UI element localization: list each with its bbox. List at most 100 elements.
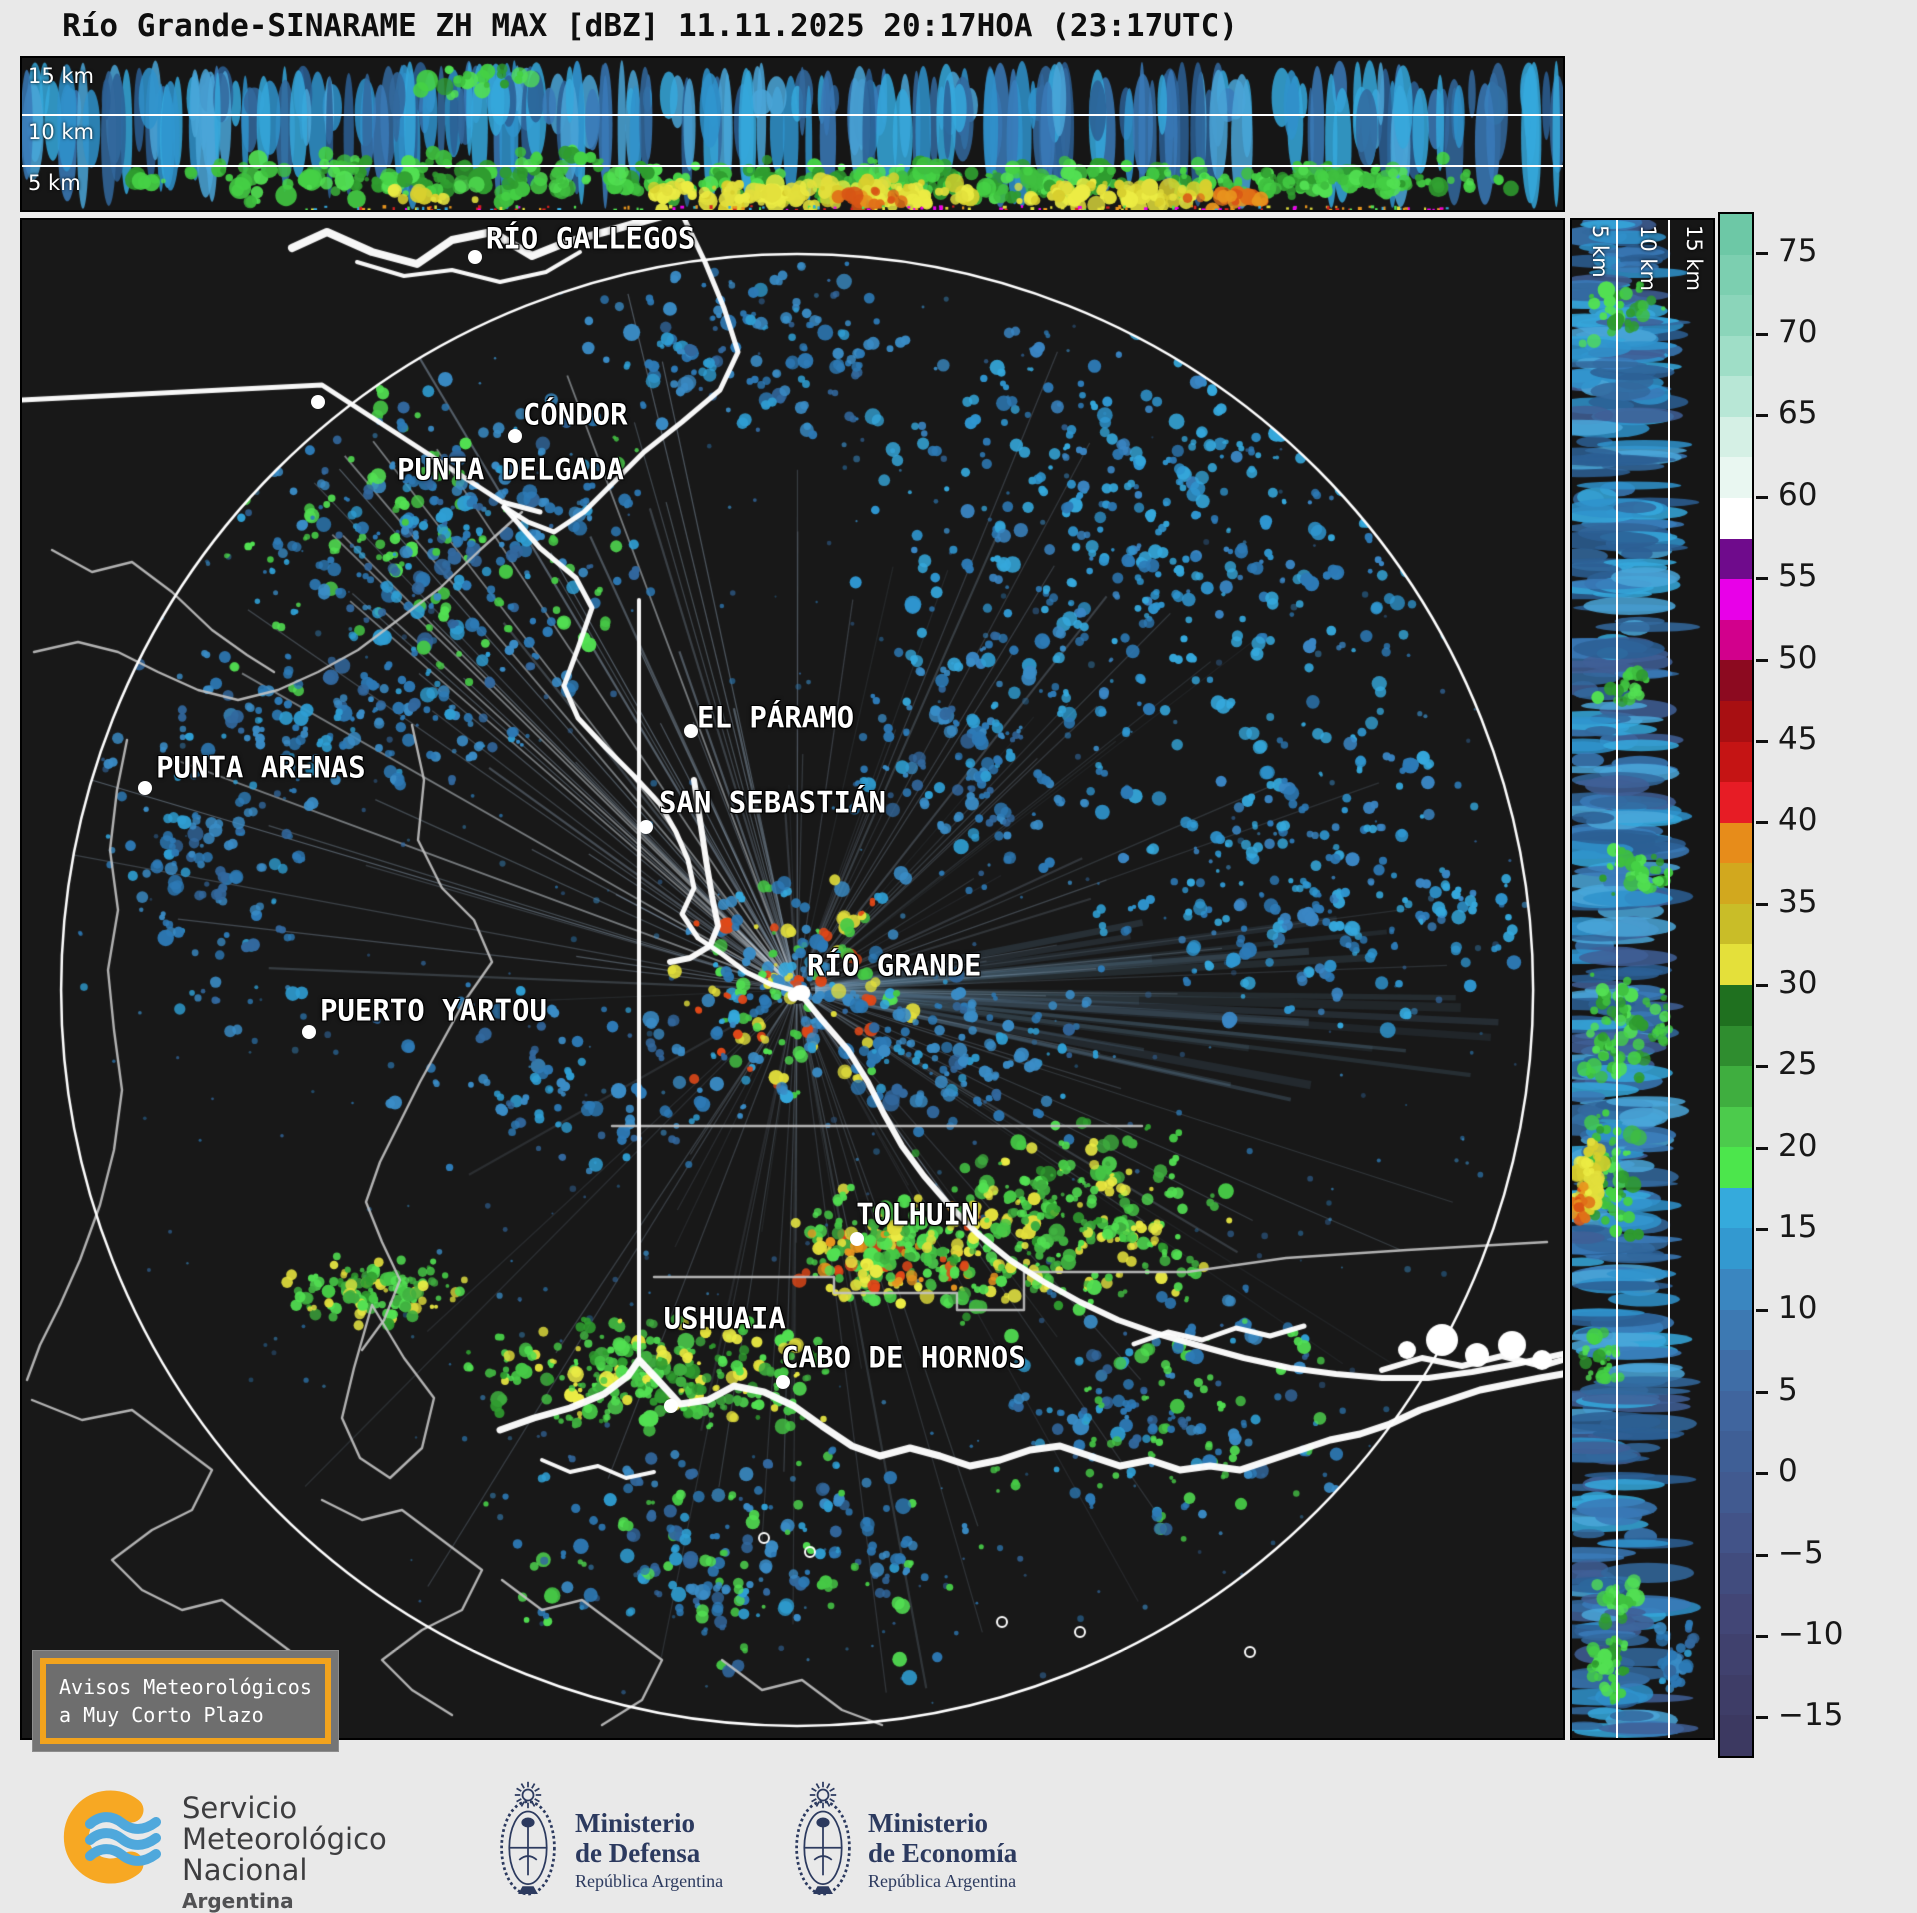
colorbar-segment (1720, 295, 1752, 336)
colorbar-segment (1720, 903, 1752, 945)
colorbar-tick-label: −5 (1778, 1534, 1824, 1571)
side-altitude-label-15km: 15 km (1682, 225, 1706, 292)
altitude-label-15km: 15 km (28, 64, 95, 88)
altitude-label-5km: 5 km (28, 171, 81, 195)
colorbar-segment (1720, 1106, 1752, 1148)
smn-line-2: Meteorológico (182, 1822, 387, 1856)
colorbar-tick-label: 5 (1778, 1372, 1798, 1409)
colorbar-segment (1720, 1390, 1752, 1432)
side-altitude-label-5km: 5 km (1588, 225, 1612, 278)
city-label: RÍO GALLEGOS (485, 221, 696, 256)
warning-line-1: Avisos Meteorológicos (59, 1675, 312, 1699)
colorbar-segment (1720, 619, 1752, 661)
colorbar-tick (1756, 577, 1768, 581)
smn-logo-text: Servicio Meteorológico Nacional Argentin… (182, 1793, 387, 1913)
city-label: RÍO GRANDE (806, 948, 982, 983)
colorbar-segment (1720, 214, 1752, 255)
economia-line-1: Ministerio (868, 1808, 988, 1838)
city-dot (310, 395, 325, 410)
colorbar-tick (1756, 251, 1768, 255)
colorbar-tick-label: 55 (1778, 558, 1818, 595)
colorbar-tick (1756, 333, 1768, 337)
colorbar-tick (1756, 1065, 1768, 1069)
economia-sub: República Argentina (868, 1871, 1017, 1891)
colorbar-segment (1720, 416, 1752, 458)
city-dot (683, 723, 698, 738)
colorbar-segment (1720, 498, 1752, 539)
altitude-line-10km-side (1668, 220, 1670, 1738)
city-label: PUERTO YARTOU (319, 993, 547, 1028)
colorbar-segment (1720, 254, 1752, 296)
colorbar-tick (1756, 902, 1768, 906)
colorbar-tick-label: 65 (1778, 395, 1818, 432)
colorbar-tick (1756, 1472, 1768, 1476)
side-cross-section-panel: 5 km 10 km 15 km (1570, 218, 1715, 1740)
city-dot (138, 781, 153, 796)
colorbar-segment (1720, 1471, 1752, 1513)
colorbar-segment (1720, 1431, 1752, 1472)
colorbar-segment (1720, 1593, 1752, 1635)
colorbar-segment (1720, 782, 1752, 823)
colorbar-tick (1756, 1634, 1768, 1638)
city-label: TOLHUIN (856, 1197, 979, 1232)
colorbar-tick-label: 15 (1778, 1209, 1818, 1246)
colorbar-tick-label: 60 (1778, 476, 1818, 513)
colorbar-tick (1756, 1146, 1768, 1150)
colorbar-segment (1720, 335, 1752, 377)
side-cross-section-canvas (1572, 220, 1713, 1738)
colorbar-tick-label: 75 (1778, 232, 1818, 269)
colorbar-tick-label: 50 (1778, 639, 1818, 676)
defensa-line-2: de Defensa (575, 1838, 701, 1868)
page-title: Río Grande-SINARAME ZH MAX [dBZ] 11.11.2… (62, 8, 1238, 44)
colorbar-tick-label: 70 (1778, 314, 1818, 351)
colorbar-tick (1756, 414, 1768, 418)
short-term-warnings-badge[interactable]: Avisos Meteorológicos a Muy Corto Plazo (32, 1650, 339, 1752)
colorbar-segment (1720, 1350, 1752, 1391)
colorbar-tick-label: 45 (1778, 721, 1818, 758)
colorbar-segment (1720, 1025, 1752, 1067)
colorbar-tick (1756, 739, 1768, 743)
colorbar-segment (1720, 1715, 1752, 1756)
altitude-line-5km (22, 165, 1563, 167)
city-label: PUNTA ARENAS (156, 749, 366, 784)
altitude-line-10km (22, 114, 1563, 116)
smn-line-1: Servicio (182, 1791, 298, 1825)
colorbar-tick-label: 40 (1778, 802, 1818, 839)
colorbar-segment (1720, 660, 1752, 701)
colorbar-tick-label: 0 (1778, 1453, 1798, 1490)
city-dot (663, 1398, 678, 1413)
city-dot (639, 820, 654, 835)
colorbar-segment (1720, 863, 1752, 904)
side-altitude-label-10km: 10 km (1636, 225, 1660, 292)
economia-coat-of-arms-icon (790, 1778, 856, 1904)
defensa-line-1: Ministerio (575, 1808, 695, 1838)
city-label: SAN SEBASTIÁN (658, 784, 886, 819)
altitude-line-5km-side (1616, 220, 1618, 1738)
colorbar-tick-label: 25 (1778, 1046, 1818, 1083)
colorbar-tick-label: 35 (1778, 883, 1818, 920)
colorbar-segment (1720, 1187, 1752, 1229)
radar-map-canvas (22, 220, 1563, 1738)
economia-logo-text: Ministerio de Economía República Argenti… (868, 1808, 1017, 1892)
city-dot (301, 1024, 316, 1039)
city-label: CABO DE HORNOS (781, 1340, 1026, 1375)
defensa-sub: República Argentina (575, 1871, 724, 1891)
colorbar-segment (1720, 1553, 1752, 1594)
colorbar-tick (1756, 1716, 1768, 1720)
colorbar-tick-label: 20 (1778, 1127, 1818, 1164)
smn-country: Argentina (182, 1889, 294, 1913)
colorbar-segment (1720, 376, 1752, 417)
colorbar-segment (1720, 538, 1752, 580)
colorbar-segment (1720, 944, 1752, 985)
colorbar-tick (1756, 1309, 1768, 1313)
colorbar-segment (1720, 984, 1752, 1026)
colorbar-segment (1720, 1634, 1752, 1675)
colorbar-tick (1756, 984, 1768, 987)
dbz-colorbar (1718, 212, 1754, 1758)
colorbar-tick-label: 30 (1778, 965, 1818, 1002)
colorbar-segment (1720, 1674, 1752, 1716)
colorbar-tick (1756, 1390, 1768, 1394)
city-label: CÓNDOR (522, 396, 628, 431)
city-label: EL PÁRAMO (696, 699, 855, 734)
smn-line-3: Nacional (182, 1853, 308, 1887)
